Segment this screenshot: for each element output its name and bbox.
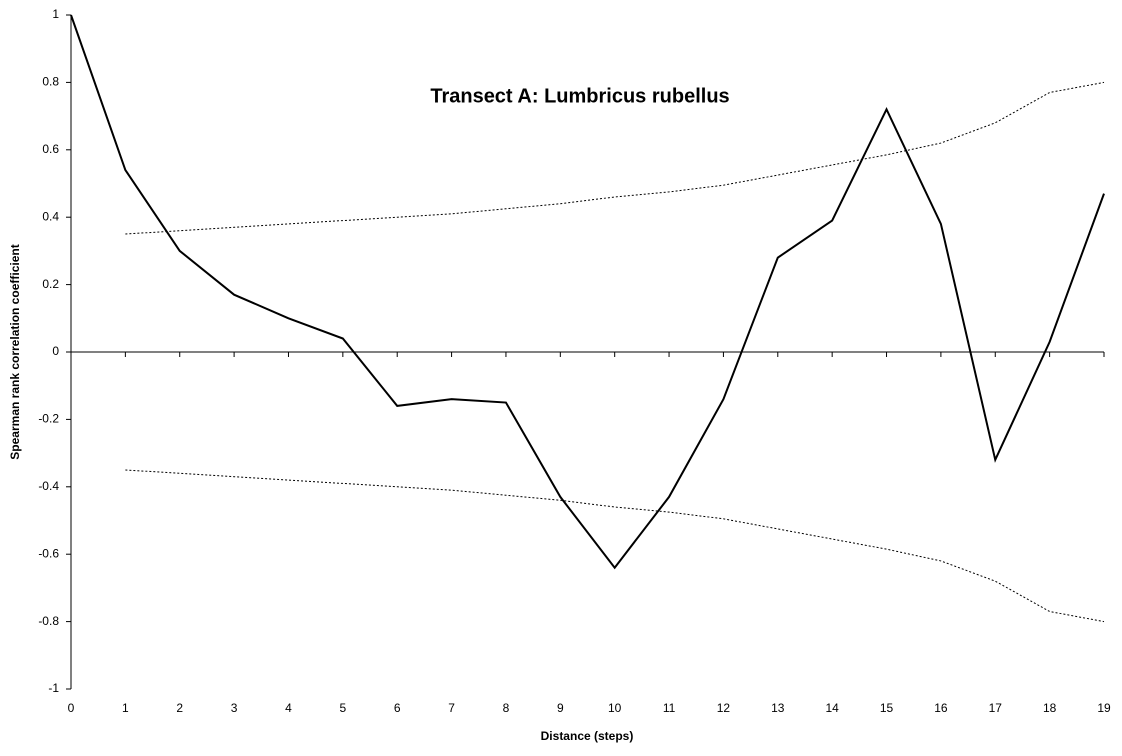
- x-tick-label: 17: [989, 701, 1003, 715]
- x-tick-label: 5: [339, 701, 346, 715]
- y-tick-label: -0.4: [38, 479, 59, 493]
- x-tick-label: 15: [880, 701, 894, 715]
- x-tick-label: 2: [176, 701, 183, 715]
- chart-title: Transect A: Lumbricus rubellus: [430, 85, 729, 107]
- x-axis-title: Distance (steps): [541, 729, 634, 743]
- series-line: [125, 469, 1105, 623]
- x-tick-label: 3: [231, 701, 238, 715]
- y-tick-label: 0.4: [42, 209, 59, 223]
- x-tick-label: 19: [1097, 701, 1111, 715]
- x-tick-label: 7: [448, 701, 455, 715]
- series-line: [125, 81, 1105, 235]
- x-tick-label: 9: [557, 701, 564, 715]
- x-tick-label: 0: [68, 701, 75, 715]
- x-tick-label: 18: [1043, 701, 1057, 715]
- x-tick-label: 6: [394, 701, 401, 715]
- series-line: [70, 14, 1105, 570]
- x-tick-label: 12: [717, 701, 731, 715]
- x-tick-label: 11: [663, 701, 676, 715]
- y-tick-label: -0.8: [38, 614, 59, 628]
- x-tick-label: 4: [285, 701, 292, 715]
- y-tick-label: 0.6: [42, 142, 59, 156]
- y-tick-label: -0.6: [38, 546, 59, 560]
- x-tick-label: 16: [934, 701, 948, 715]
- y-axis-title: Spearman rank correlation coefficient: [8, 244, 22, 459]
- x-tick-label: 14: [825, 701, 839, 715]
- y-tick-label: -0.2: [38, 412, 59, 426]
- x-tick-label: 10: [608, 701, 622, 715]
- y-tick-label: 1: [52, 7, 59, 21]
- y-tick-label: -1: [48, 681, 59, 695]
- y-tick-label: 0.2: [42, 277, 59, 291]
- x-tick-label: 1: [122, 701, 129, 715]
- x-tick-label: 13: [771, 701, 785, 715]
- y-tick-label: 0.8: [42, 75, 59, 89]
- x-tick-label: 8: [503, 701, 510, 715]
- y-tick-label: 0: [52, 344, 59, 358]
